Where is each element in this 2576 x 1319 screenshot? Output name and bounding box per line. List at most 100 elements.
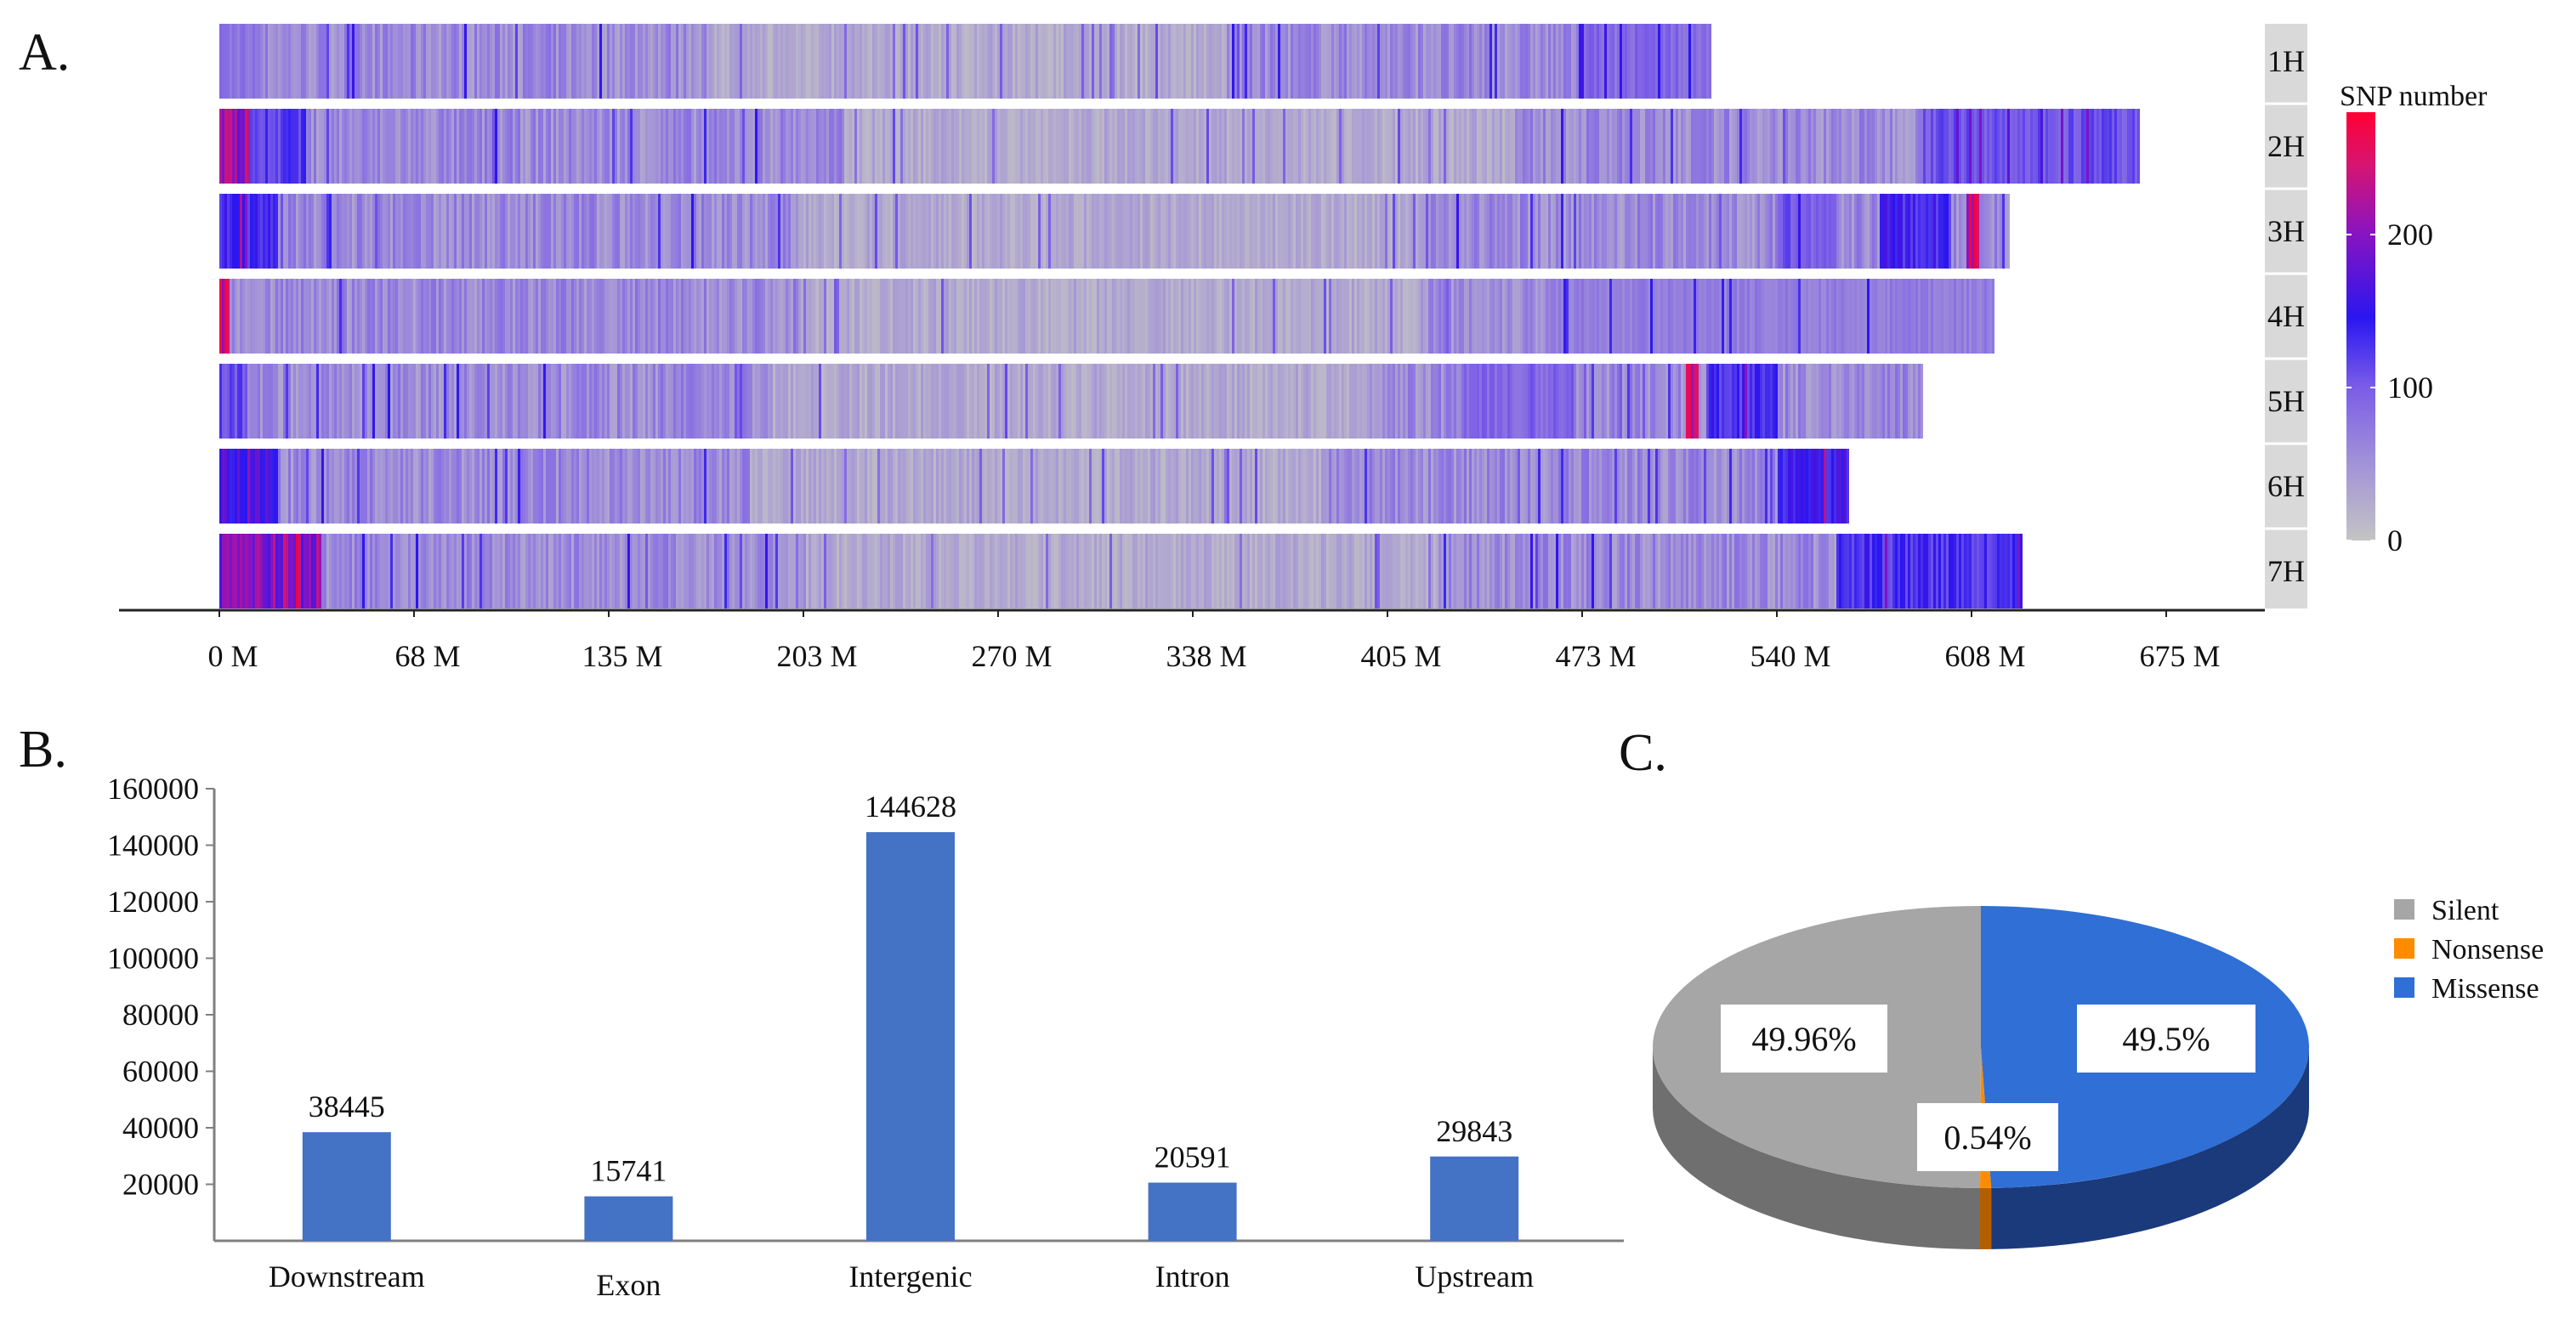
density-stripe bbox=[587, 194, 589, 269]
density-stripe bbox=[423, 279, 426, 354]
density-stripe bbox=[1117, 194, 1120, 269]
density-stripe bbox=[449, 194, 451, 269]
density-stripe bbox=[1163, 109, 1166, 184]
density-stripe bbox=[1324, 534, 1326, 609]
chromosome-strip bbox=[2265, 109, 2307, 194]
density-stripe bbox=[273, 534, 275, 609]
density-stripe bbox=[1115, 364, 1117, 439]
density-stripe bbox=[895, 24, 898, 99]
density-stripe bbox=[870, 449, 872, 524]
density-stripe bbox=[513, 194, 515, 269]
density-stripe bbox=[898, 279, 900, 354]
density-stripe bbox=[1834, 449, 1836, 524]
density-stripe bbox=[666, 449, 668, 524]
density-stripe bbox=[1576, 449, 1579, 524]
density-stripe bbox=[1895, 279, 1898, 354]
density-stripe bbox=[1140, 534, 1143, 609]
density-stripe bbox=[1558, 364, 1561, 439]
density-stripe bbox=[1528, 279, 1530, 354]
density-stripe bbox=[1150, 279, 1153, 354]
density-stripe bbox=[1469, 534, 1472, 609]
density-stripe bbox=[1260, 364, 1262, 439]
density-stripe bbox=[472, 534, 474, 609]
density-stripe bbox=[1013, 534, 1015, 609]
density-stripe bbox=[1214, 24, 1217, 99]
density-stripe bbox=[824, 449, 826, 524]
density-stripe bbox=[801, 534, 803, 609]
density-stripe bbox=[525, 24, 528, 99]
density-stripe bbox=[462, 109, 464, 184]
density-stripe bbox=[842, 534, 844, 609]
density-stripe bbox=[1349, 24, 1352, 99]
legend-label: Silent bbox=[2431, 895, 2499, 926]
density-stripe bbox=[1737, 534, 1739, 609]
density-stripe bbox=[1349, 534, 1352, 609]
density-stripe bbox=[928, 194, 931, 269]
density-stripe bbox=[446, 24, 449, 99]
density-stripe bbox=[1181, 24, 1183, 99]
density-stripe bbox=[339, 24, 342, 99]
density-stripe bbox=[1742, 194, 1745, 269]
density-stripe bbox=[1956, 109, 1959, 184]
density-stripe bbox=[227, 364, 230, 439]
density-stripe bbox=[347, 109, 349, 184]
density-stripe bbox=[1092, 194, 1094, 269]
density-stripe bbox=[992, 364, 995, 439]
density-stripe bbox=[482, 449, 485, 524]
density-stripe bbox=[388, 449, 390, 524]
density-stripe bbox=[1224, 279, 1227, 354]
density-stripe bbox=[1507, 534, 1510, 609]
chromosome-strip bbox=[2265, 534, 2307, 609]
density-stripe bbox=[1739, 449, 1742, 524]
density-stripe bbox=[1352, 364, 1354, 439]
density-stripe bbox=[872, 24, 875, 99]
density-stripe bbox=[1081, 449, 1084, 524]
density-stripe bbox=[1732, 279, 1734, 354]
density-stripe bbox=[1972, 279, 1974, 354]
density-stripe bbox=[551, 364, 553, 439]
density-stripe bbox=[1370, 449, 1372, 524]
density-stripe bbox=[1905, 279, 1908, 354]
density-stripe bbox=[1841, 364, 1844, 439]
density-stripe bbox=[492, 534, 495, 609]
density-stripe bbox=[1449, 449, 1451, 524]
density-stripe bbox=[1367, 279, 1370, 354]
density-stripe bbox=[814, 279, 816, 354]
density-stripe bbox=[1377, 109, 1380, 184]
density-stripe bbox=[1857, 279, 1859, 354]
density-stripe bbox=[1428, 279, 1431, 354]
density-stripe bbox=[1102, 364, 1104, 439]
density-stripe bbox=[592, 449, 594, 524]
density-stripe bbox=[1778, 109, 1780, 184]
density-stripe bbox=[1252, 449, 1255, 524]
density-stripe bbox=[1033, 364, 1036, 439]
density-stripe bbox=[1783, 449, 1785, 524]
density-stripe bbox=[528, 449, 531, 524]
density-stripe bbox=[255, 449, 258, 524]
x-tick-label: 270 M bbox=[971, 639, 1052, 673]
density-stripe bbox=[1489, 534, 1492, 609]
density-stripe bbox=[625, 449, 627, 524]
density-stripe bbox=[1538, 109, 1540, 184]
density-stripe bbox=[870, 24, 872, 99]
density-stripe bbox=[1342, 24, 1344, 99]
density-stripe bbox=[607, 109, 610, 184]
density-stripe bbox=[694, 534, 696, 609]
density-stripe bbox=[1523, 194, 1525, 269]
density-stripe bbox=[344, 364, 347, 439]
density-stripe bbox=[1387, 194, 1390, 269]
density-stripe bbox=[1495, 364, 1497, 439]
density-stripe bbox=[2017, 109, 2020, 184]
density-stripe bbox=[1270, 364, 1273, 439]
density-stripe bbox=[1816, 194, 1819, 269]
density-stripe bbox=[1711, 449, 1714, 524]
density-stripe bbox=[890, 194, 893, 269]
density-stripe bbox=[2097, 109, 2099, 184]
density-stripe bbox=[1097, 279, 1099, 354]
density-stripe bbox=[1558, 534, 1561, 609]
density-stripe bbox=[872, 364, 875, 439]
density-stripe bbox=[1370, 194, 1372, 269]
density-stripe bbox=[375, 449, 377, 524]
density-stripe bbox=[245, 24, 247, 99]
